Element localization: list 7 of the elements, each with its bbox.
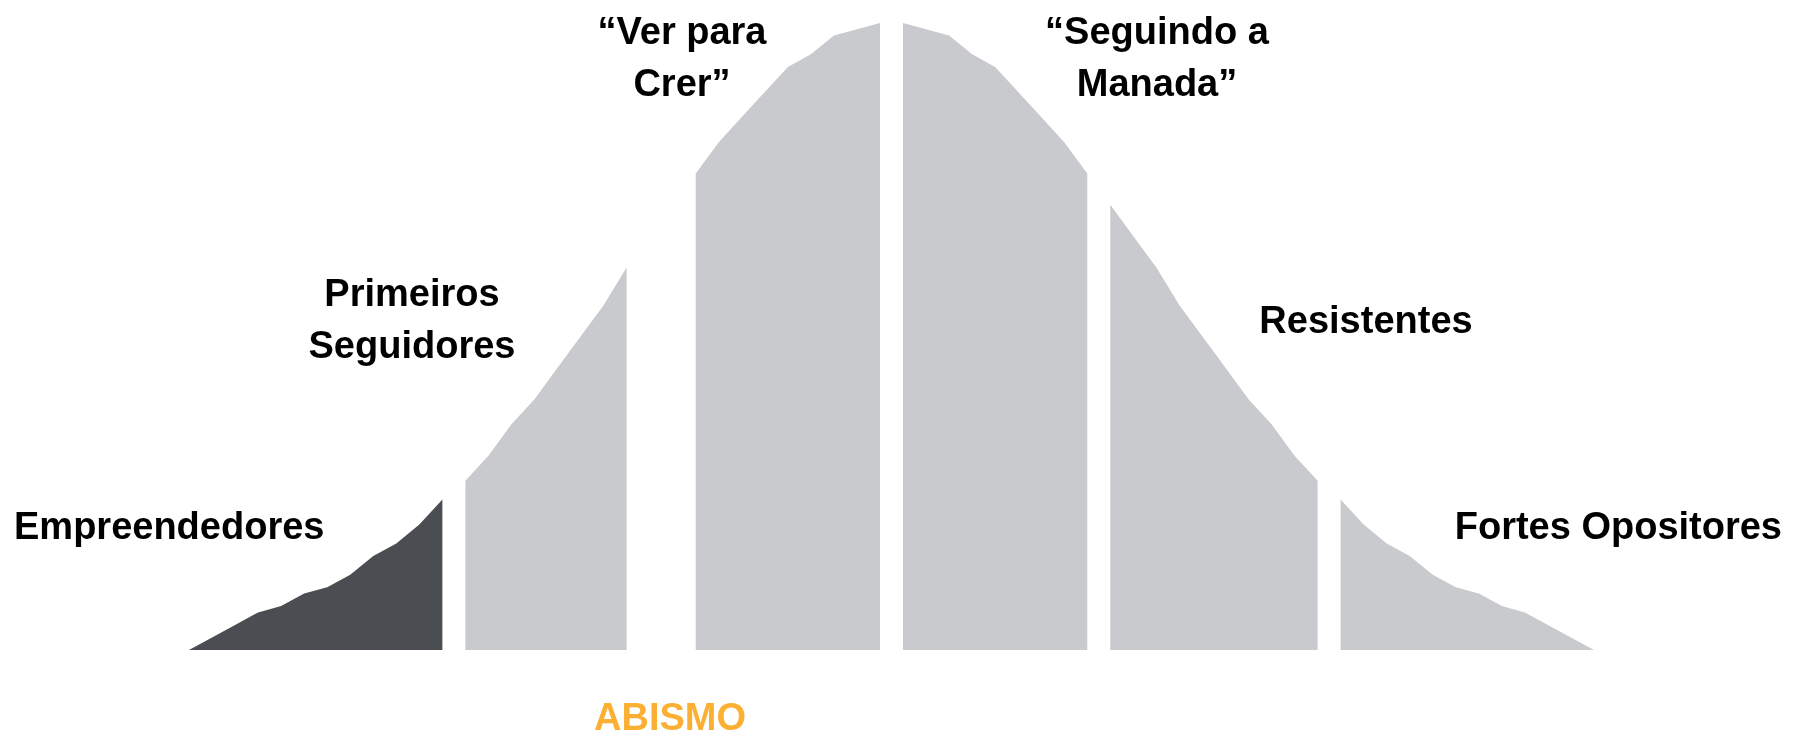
text: ABISMO	[594, 696, 746, 736]
series-label: Empreendedores	[14, 505, 325, 547]
series-label: “Ver para Crer”	[597, 10, 768, 104]
series-label: Resistentes	[1259, 299, 1473, 341]
series-label: “Seguindo a Manada”	[1045, 10, 1270, 104]
series-label: Primeiros Seguidores	[308, 272, 516, 366]
series-label: Fortes Opositores	[1454, 505, 1782, 547]
